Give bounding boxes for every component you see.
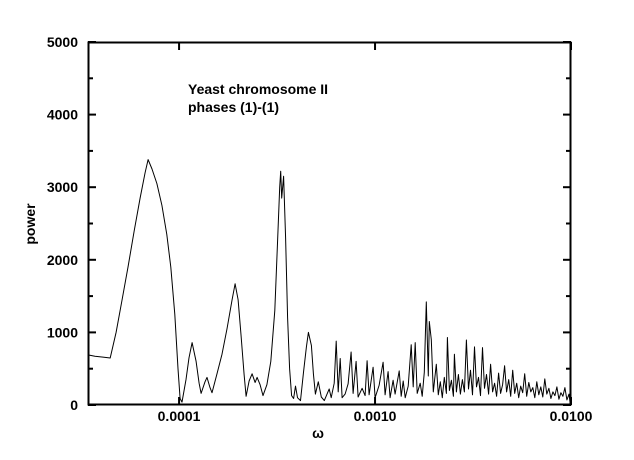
x-axis-label: ω: [312, 425, 324, 441]
x-tick-label: 0.0100: [550, 408, 593, 424]
y-axis-label: power: [22, 203, 38, 245]
y-tick-label: 0: [70, 397, 78, 413]
y-tick-label: 4000: [47, 107, 78, 123]
x-tick-label: 0.0001: [158, 408, 201, 424]
y-tick-label: 2000: [47, 252, 78, 268]
y-tick-label: 1000: [47, 324, 78, 340]
y-tick-label: 3000: [47, 179, 78, 195]
annotation-line-1: Yeast chromosome II: [188, 81, 329, 97]
plot-frame: [87, 41, 572, 406]
x-tick-label: 0.0010: [354, 408, 397, 424]
spectrum-line: [87, 159, 572, 405]
y-tick-label: 5000: [47, 34, 78, 50]
plot-annotation: Yeast chromosome II phases (1)-(1): [188, 80, 328, 116]
annotation-line-2: phases (1)-(1): [188, 99, 280, 115]
